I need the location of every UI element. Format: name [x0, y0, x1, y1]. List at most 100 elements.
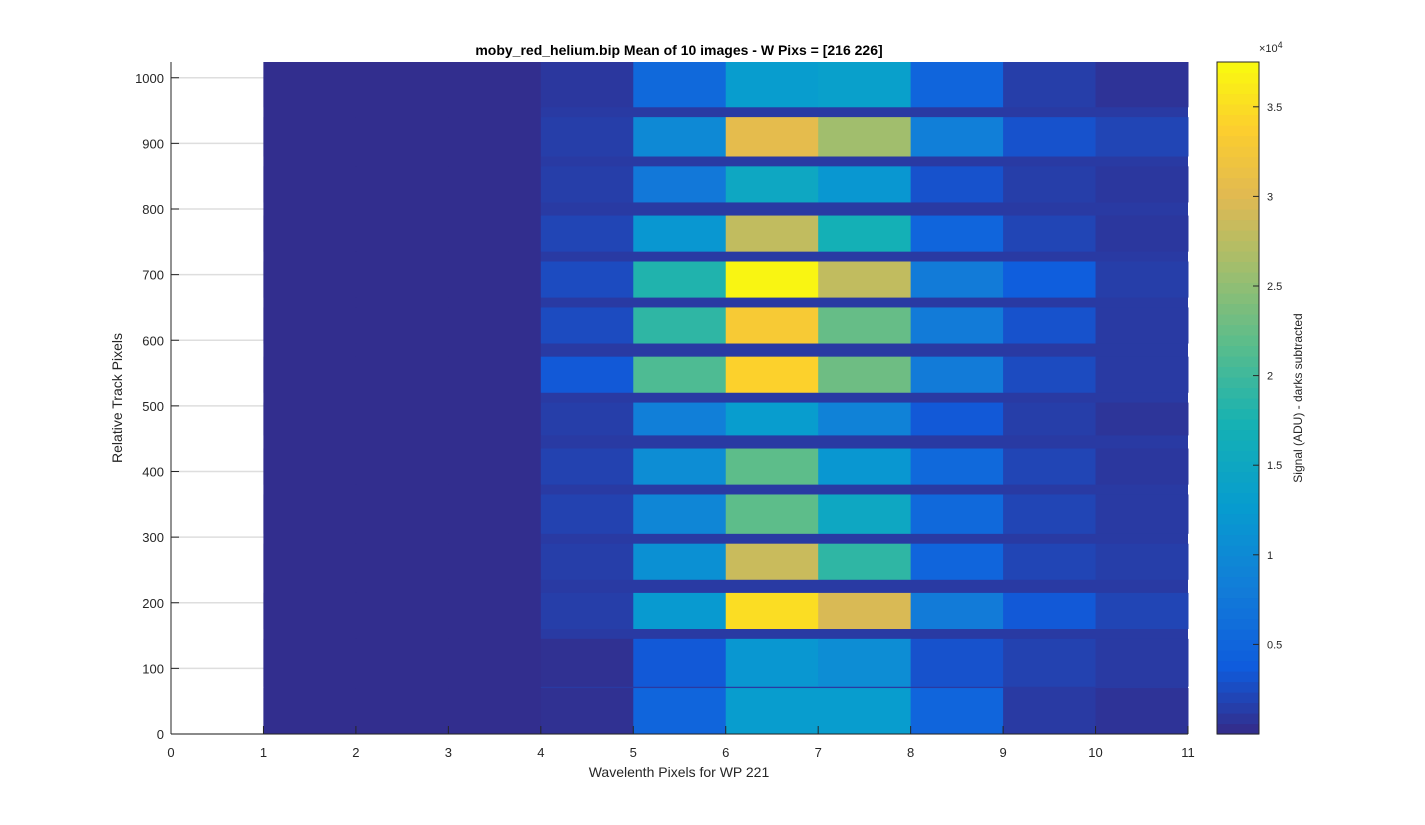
heatmap-cell [1003, 448, 1097, 485]
heatmap-cell [448, 402, 542, 436]
colorbar-step [1217, 167, 1259, 179]
heatmap-cell [818, 62, 912, 108]
x-tick-label: 10 [1088, 745, 1102, 760]
heatmap-cell [448, 543, 542, 580]
colorbar-step [1217, 545, 1259, 557]
colorbar-tick-label: 3 [1267, 191, 1273, 203]
colorbar-label: Signal (ADU) - darks subtracted [1291, 313, 1305, 482]
heatmap-cell [355, 62, 449, 108]
colorbar-tick-label: 1.5 [1267, 460, 1282, 472]
heatmap-cell [725, 307, 819, 344]
heatmap-cell [540, 402, 634, 436]
heatmap-cell [725, 402, 819, 436]
heatmap-cell [1095, 448, 1189, 485]
heatmap-cell [910, 215, 1004, 252]
heatmap-cell [263, 592, 357, 629]
colorbar-tick-label: 1 [1267, 550, 1273, 562]
heatmap-cell [263, 307, 357, 344]
colorbar-step [1217, 83, 1259, 95]
heatmap-cell [1095, 117, 1189, 157]
heatmap-cell [633, 494, 727, 534]
heatmap-cell [1003, 261, 1097, 298]
colorbar-step [1217, 681, 1259, 693]
colorbar-step [1217, 618, 1259, 630]
x-tick-label: 2 [352, 745, 359, 760]
colorbar-step [1217, 534, 1259, 546]
heatmap-cell [448, 448, 542, 485]
heatmap-cell [355, 307, 449, 344]
heatmap-cell [263, 117, 357, 157]
colorbar-step [1217, 692, 1259, 704]
colorbar-step [1217, 303, 1259, 315]
heatmap-cell [910, 356, 1004, 393]
heatmap-cell [633, 638, 727, 687]
plot-area: 0 1 2 3 4 5 6 7 8 9 10 11 0 100 200 300 400 500 600 700 800… [135, 62, 1195, 760]
colorbar-step [1217, 440, 1259, 452]
heatmap-cell [633, 62, 727, 108]
heatmap-cell [818, 494, 912, 534]
heatmap-cell [355, 494, 449, 534]
colorbar-step [1217, 660, 1259, 672]
x-tick-label: 4 [537, 745, 544, 760]
colorbar-step [1217, 639, 1259, 651]
heatmap-cell [448, 117, 542, 157]
heatmap-cell [448, 638, 542, 687]
heatmap-cell [263, 261, 357, 298]
heatmap-cell [818, 117, 912, 157]
colorbar-step [1217, 723, 1259, 735]
colorbar-step [1217, 156, 1259, 168]
heatmap-cell [1095, 543, 1189, 580]
colorbar-step [1217, 524, 1259, 536]
x-tick-label: 9 [999, 745, 1006, 760]
x-tick-label: 5 [630, 745, 637, 760]
heatmap-cell [910, 688, 1004, 734]
heatmap-cell [355, 543, 449, 580]
chart-title: moby_red_helium.bip Mean of 10 images - … [475, 42, 882, 58]
heatmap-cell [633, 688, 727, 734]
x-axis-label: Wavelenth Pixels for WP 221 [589, 764, 770, 780]
heatmap-cell [540, 117, 634, 157]
y-axis-label: Relative Track Pixels [109, 333, 125, 463]
colorbar-step [1217, 219, 1259, 231]
heatmap-cell [540, 688, 634, 734]
y-tick-label: 300 [142, 530, 164, 545]
heatmap-cell [818, 402, 912, 436]
heatmap-cell [633, 448, 727, 485]
heatmap-cell [633, 117, 727, 157]
colorbar-step [1217, 513, 1259, 525]
colorbar: 0.5 1 1.5 2 2.5 3 3.5 ×104 Signal (ADU) - dark… [1216, 40, 1305, 735]
heatmap-cell [633, 592, 727, 629]
heatmap-cell [448, 62, 542, 108]
heatmap-cell [448, 307, 542, 344]
heatmap-cell [1003, 215, 1097, 252]
y-tick-label: 0 [157, 727, 164, 742]
heatmap-cell [263, 402, 357, 436]
heatmap-cell [1003, 402, 1097, 436]
heatmap-cell [910, 494, 1004, 534]
heatmap-cell [910, 448, 1004, 485]
heatmap-cell [1095, 592, 1189, 629]
colorbar-step [1217, 272, 1259, 284]
heatmap-cell [910, 261, 1004, 298]
heatmap-cells [263, 62, 1189, 734]
heatmap-cell [1003, 356, 1097, 393]
x-tick-label: 8 [907, 745, 914, 760]
colorbar-step [1217, 576, 1259, 588]
colorbar-step [1217, 188, 1259, 200]
y-tick-label: 900 [142, 136, 164, 151]
heatmap-cell [725, 166, 819, 203]
colorbar-step [1217, 345, 1259, 357]
colorbar-step [1217, 209, 1259, 221]
y-tick-label: 600 [142, 333, 164, 348]
colorbar-step [1217, 482, 1259, 494]
colorbar-step [1217, 324, 1259, 336]
heatmap-cell [1003, 62, 1097, 108]
colorbar-step [1217, 93, 1259, 105]
heatmap-cell [1095, 402, 1189, 436]
colorbar-step [1217, 650, 1259, 662]
heatmap-cell [818, 543, 912, 580]
heatmap-cell [355, 638, 449, 687]
y-tick-label: 800 [142, 202, 164, 217]
x-tick-label: 6 [722, 745, 729, 760]
